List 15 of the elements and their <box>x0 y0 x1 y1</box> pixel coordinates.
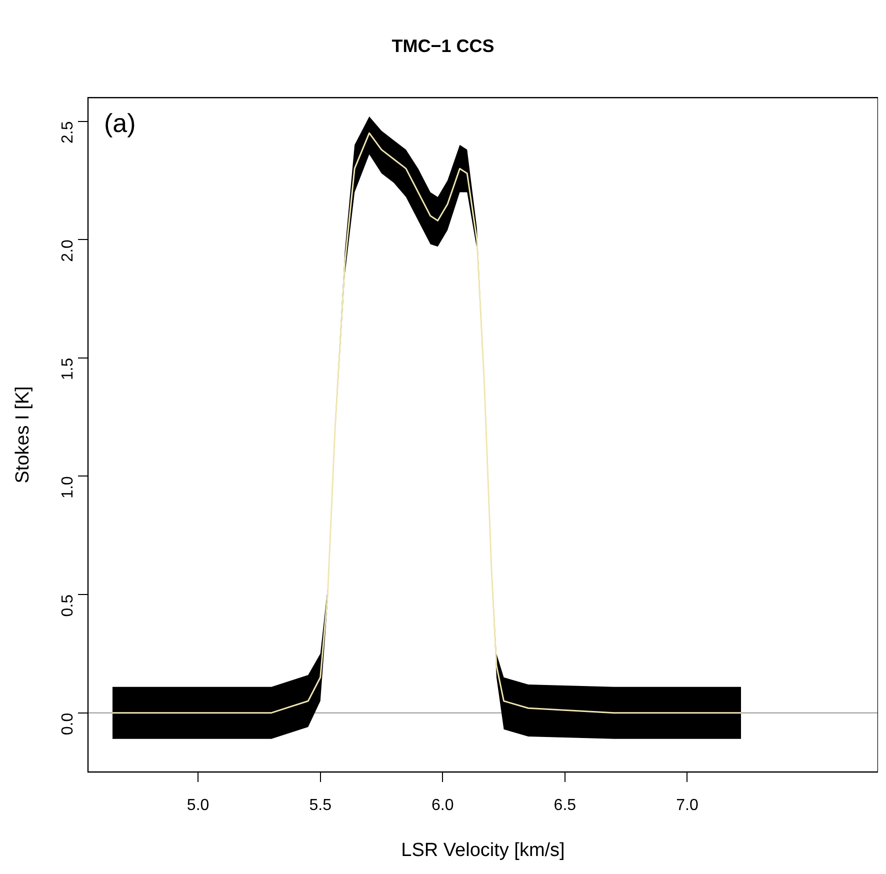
y-axis-title: Stokes I [K] <box>12 386 34 484</box>
chart-title: TMC−1 CCS <box>392 36 494 56</box>
x-tick-label: 6.5 <box>554 797 576 814</box>
y-tick-label: 1.0 <box>59 476 76 498</box>
x-tick-label: 6.0 <box>432 797 454 814</box>
x-axis-title: LSR Velocity [km/s] <box>401 840 565 861</box>
y-tick-label: 2.5 <box>59 121 76 144</box>
y-tick-label: 0.0 <box>59 712 76 736</box>
y-tick-label: 2.0 <box>59 239 76 262</box>
x-tick-label: 7.0 <box>676 797 698 814</box>
x-tick-label: 5.5 <box>309 797 332 814</box>
y-tick-label: 0.5 <box>59 594 76 617</box>
y-tick-label: 1.5 <box>59 358 76 380</box>
x-tick-label: 5.0 <box>186 797 210 814</box>
annotation: (a) <box>104 108 136 138</box>
